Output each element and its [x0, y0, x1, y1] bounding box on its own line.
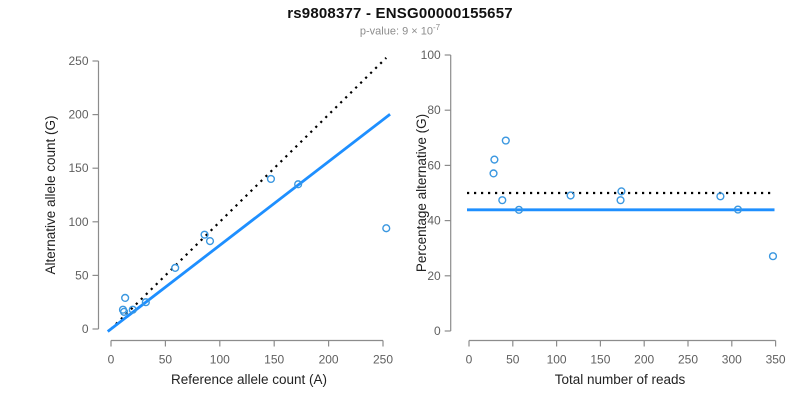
left-yaxis-title: Alternative allele count (G): [43, 115, 58, 274]
y-tick-label: 100: [421, 48, 441, 62]
x-tick-label: 150: [264, 353, 284, 367]
data-point: [501, 136, 510, 145]
data-point: [119, 307, 129, 316]
y-tick-label: 250: [68, 54, 88, 68]
x-tick-label: 0: [108, 353, 115, 367]
identity-dotted-line: [110, 57, 388, 330]
x-tick-label: 50: [506, 353, 520, 367]
y-tick-label: 60: [427, 158, 441, 172]
data-point: [566, 191, 575, 200]
data-point: [514, 205, 524, 214]
y-tick-label: 80: [427, 103, 441, 117]
data-point: [294, 180, 303, 189]
data-point: [490, 155, 499, 164]
fit-line: [106, 113, 391, 333]
left-scatter-plot: 0 50 100 150 200 250 0 50 100 150 200 250 Reference…: [43, 54, 393, 387]
data-point: [121, 293, 130, 303]
x-tick-label: 100: [547, 353, 567, 367]
figure-subtitle: p-value: 9 × 10-7: [0, 23, 800, 38]
y-tick-label: 50: [75, 268, 89, 282]
y-tick-label: 40: [427, 214, 441, 228]
y-tick-label: 150: [68, 161, 88, 175]
x-tick-label: 0: [466, 353, 473, 367]
data-point: [141, 298, 150, 307]
data-point: [768, 252, 778, 261]
x-tick-label: 300: [722, 353, 742, 367]
y-tick-label: 0: [434, 324, 441, 338]
data-point: [617, 187, 626, 196]
y-tick-label: 100: [68, 215, 88, 229]
pvalue-exponent: -7: [432, 23, 441, 32]
data-point: [171, 263, 180, 272]
data-point: [266, 174, 276, 184]
data-point: [205, 236, 215, 246]
data-point: [489, 169, 498, 178]
figure-title: rs9808377 - ENSG00000155657: [287, 5, 513, 22]
data-point: [382, 224, 391, 233]
x-tick-label: 350: [766, 353, 786, 367]
data-point: [716, 192, 725, 201]
x-tick-label: 150: [590, 353, 610, 367]
right-yaxis-title: Percentage alternative (G): [414, 114, 429, 272]
x-tick-label: 100: [210, 353, 230, 367]
right-scatter-plot: 0 20 40 60 80 100 0 50 100 150 200 250 300 350 Total …: [414, 48, 786, 387]
y-tick-label: 20: [427, 269, 441, 283]
x-tick-label: 200: [319, 353, 339, 367]
data-point: [733, 205, 743, 214]
data-point: [200, 230, 209, 239]
x-tick-label: 200: [634, 353, 654, 367]
x-tick-label: 50: [159, 353, 173, 367]
right-xaxis-title: Total number of reads: [555, 372, 686, 387]
x-tick-label: 250: [373, 353, 393, 367]
data-point: [498, 196, 507, 205]
data-point: [128, 305, 137, 314]
y-tick-label: 0: [82, 322, 89, 336]
pvalue-label: p-value: 9 × 10: [359, 25, 433, 38]
y-tick-label: 200: [68, 108, 88, 122]
data-point: [616, 196, 625, 205]
x-tick-label: 250: [678, 353, 698, 367]
left-xaxis-title: Reference allele count (A): [171, 372, 327, 387]
